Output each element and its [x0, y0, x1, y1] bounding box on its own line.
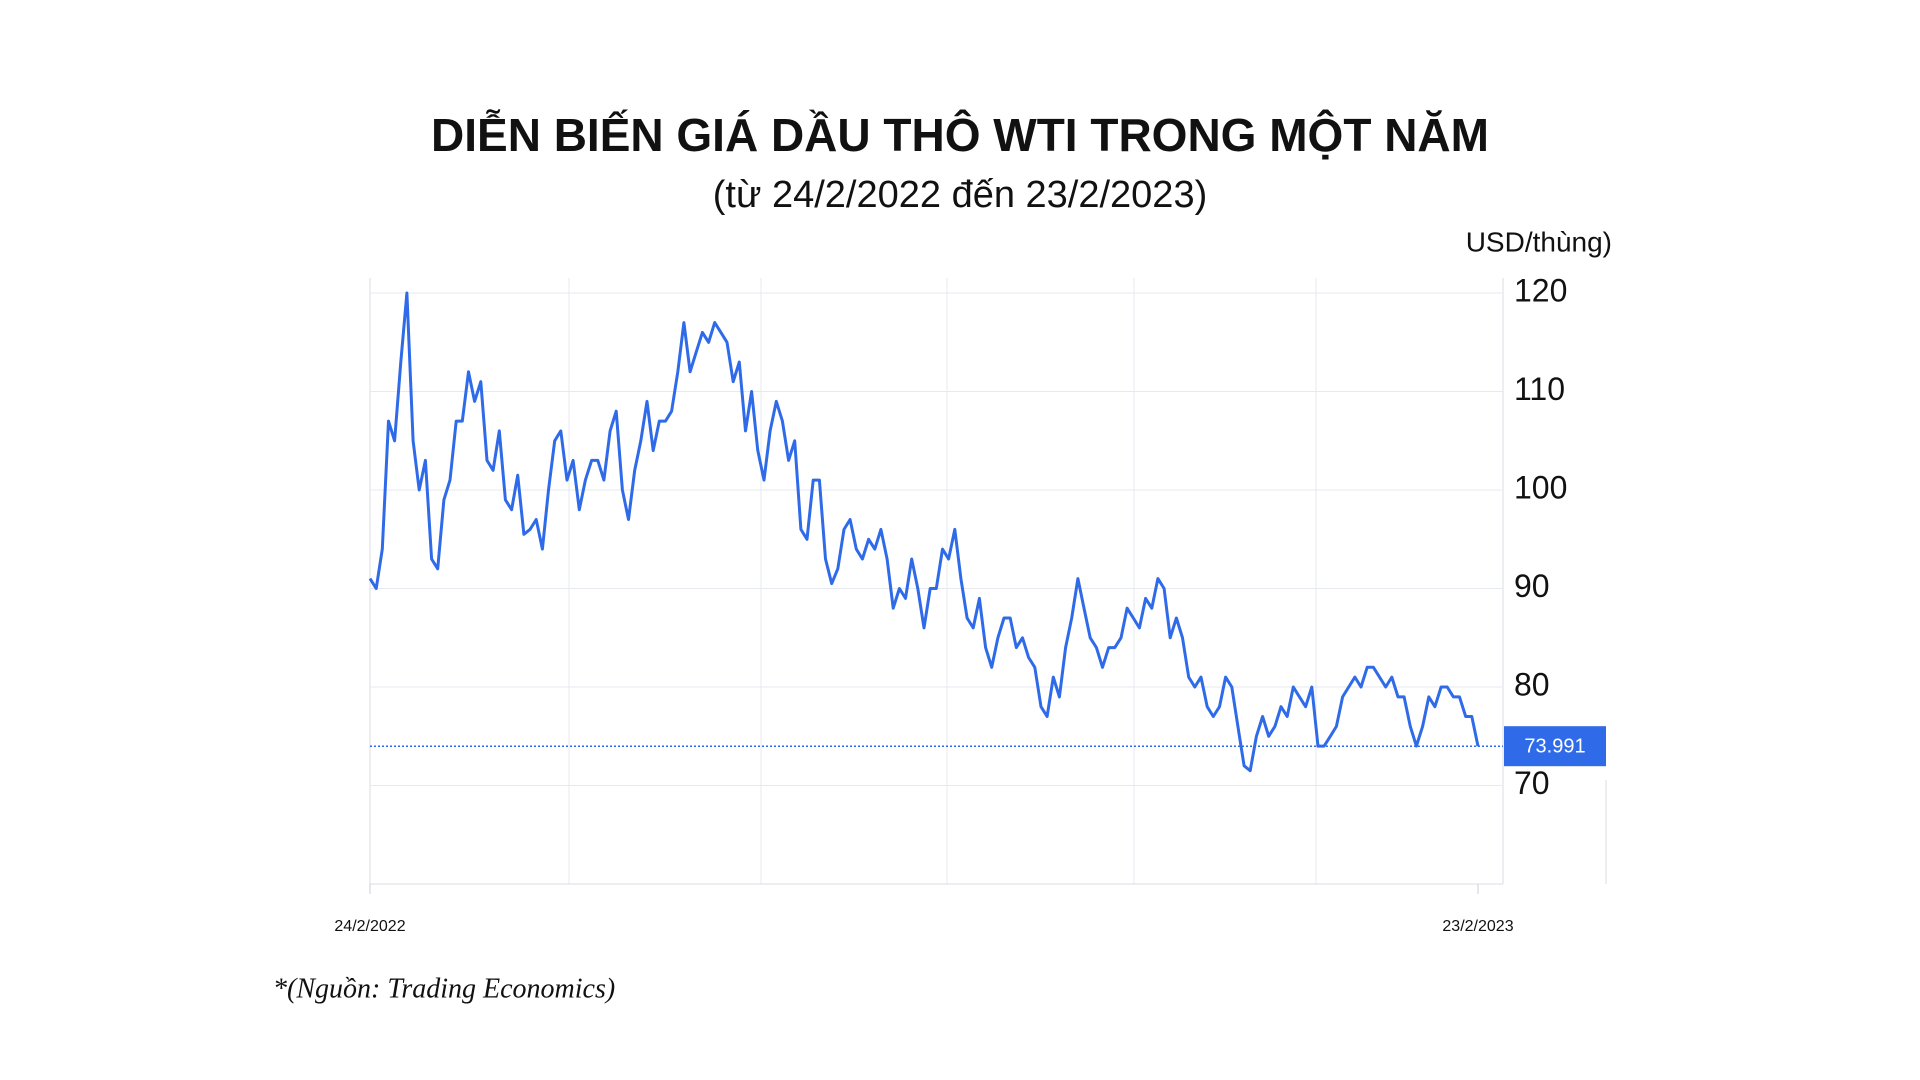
x-tick-label: 24/2/2022 [334, 918, 405, 935]
chart-title: DIỄN BIẾN GIÁ DẦU THÔ WTI TRONG MỘT NĂM [431, 109, 1489, 161]
y-axis-label: USD/thùng) [1466, 226, 1612, 257]
y-tick-label: 70 [1514, 765, 1550, 801]
last-value-label: 73.991 [1524, 735, 1585, 757]
y-tick-label: 80 [1514, 666, 1550, 702]
x-tick-label: 23/2/2023 [1442, 918, 1513, 935]
y-tick-label: 100 [1514, 469, 1567, 505]
y-tick-label: 110 [1514, 371, 1565, 407]
last-value-box [1504, 726, 1606, 767]
series-line [368, 291, 1480, 773]
y-tick-label: 90 [1514, 568, 1550, 604]
vertical-grid [568, 278, 1317, 884]
source-note: *(Nguồn: Trading Economics) [273, 973, 615, 1004]
chart-subtitle: (từ 24/2/2022 đến 23/2/2023) [713, 174, 1207, 216]
y-tick-label: 120 [1514, 272, 1567, 308]
